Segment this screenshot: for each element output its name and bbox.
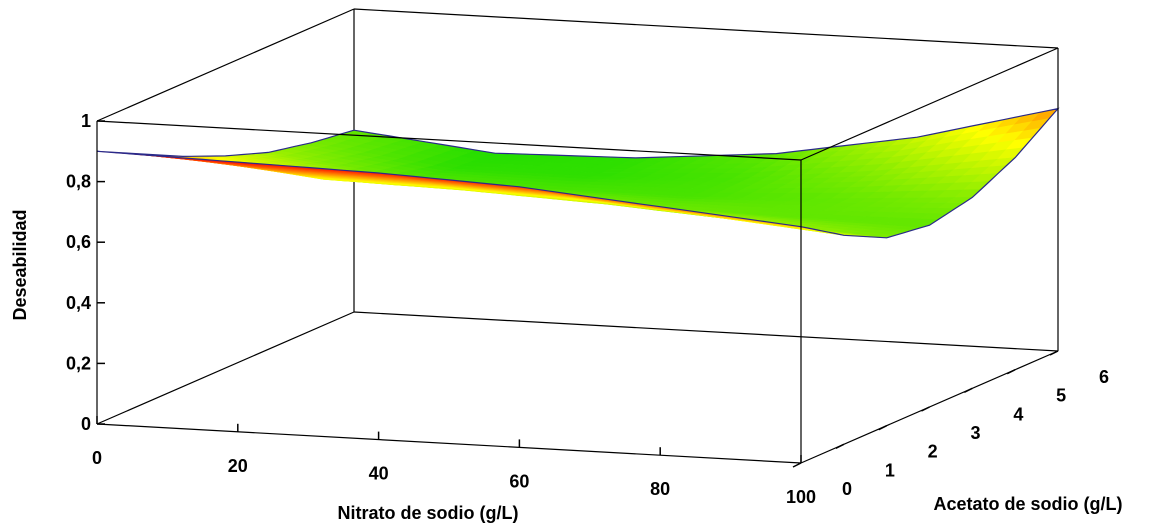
z-tick-label: 0,8 — [66, 172, 91, 192]
y-tick — [921, 406, 930, 412]
box-edge — [96, 120, 802, 161]
y-tick-label: 5 — [1056, 386, 1066, 406]
box-edge — [96, 8, 355, 122]
box-edge — [96, 423, 802, 464]
z-tick-label: 0 — [81, 414, 91, 434]
y-tick-label: 1 — [885, 460, 895, 480]
x-tick-label: 100 — [786, 487, 816, 507]
z-tick-label: 0,6 — [66, 232, 91, 252]
z-tick-label: 0,2 — [66, 353, 91, 373]
bounding-box-back — [96, 8, 1059, 425]
y-axis-title: Acetato de sodio (g/L) — [934, 494, 1123, 514]
box-edge — [353, 8, 1059, 49]
bounding-box-front — [96, 47, 1059, 464]
x-tick-label: 80 — [650, 479, 670, 499]
y-tick — [792, 462, 802, 468]
x-tick-label: 40 — [369, 464, 389, 484]
axis-tick-labels: 0 0,2 0,4 0,6 0,8 1 0 20 40 60 80 100 0 1 2 3 4 5 6 — [66, 111, 1109, 507]
y-tick — [1049, 350, 1059, 356]
z-tick-label: 1 — [81, 111, 91, 131]
y-tick-label: 0 — [842, 479, 852, 499]
axis-ticks — [96, 120, 1059, 468]
y-tick — [835, 443, 845, 450]
box-edge — [96, 311, 355, 425]
y-tick — [878, 424, 888, 431]
y-tick — [963, 387, 973, 394]
y-tick-label: 3 — [970, 423, 980, 443]
box-edge — [353, 311, 1059, 352]
x-tick-label: 20 — [228, 456, 248, 476]
z-axis-title: Deseabilidad — [10, 209, 30, 320]
y-tick-label: 2 — [928, 442, 938, 462]
y-tick-label: 6 — [1099, 367, 1109, 387]
z-tick-label: 0,4 — [66, 293, 91, 313]
box-edge — [800, 47, 1059, 161]
surface-mesh — [96, 107, 1060, 239]
x-tick-label: 60 — [509, 471, 529, 491]
x-tick-label: 0 — [92, 448, 102, 468]
y-tick-label: 4 — [1013, 404, 1023, 424]
x-axis-title: Nitrato de sodio (g/L) — [338, 503, 519, 523]
y-tick — [1006, 368, 1016, 375]
